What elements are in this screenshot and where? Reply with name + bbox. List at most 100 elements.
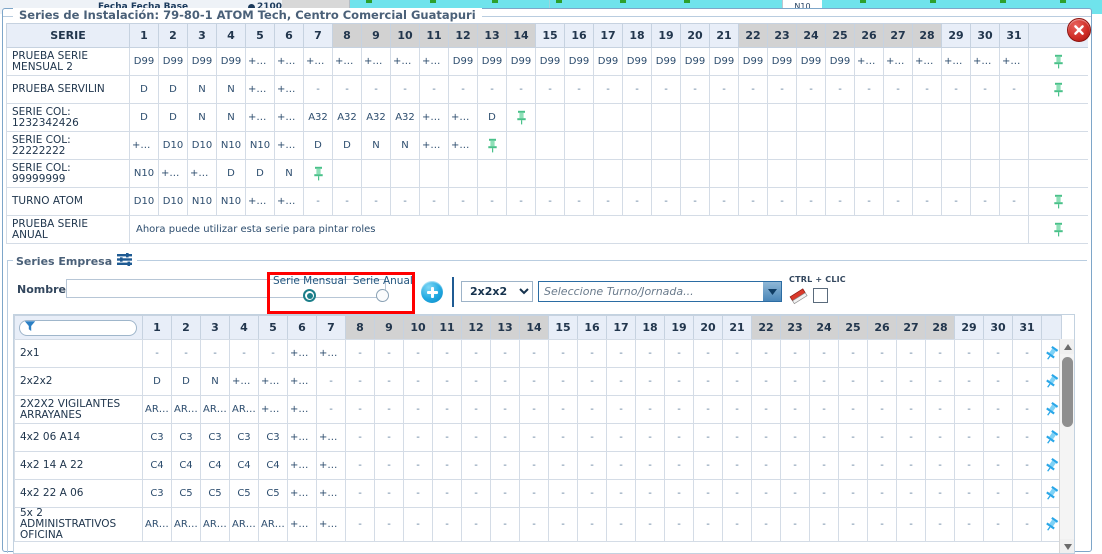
- day-cell[interactable]: C3: [258, 423, 288, 452]
- day-cell[interactable]: -: [477, 75, 507, 104]
- day-cell[interactable]: -: [722, 423, 752, 452]
- column-header-day-24[interactable]: 24: [809, 315, 839, 340]
- column-header-day-11[interactable]: 11: [419, 23, 449, 48]
- column-header-day-14[interactable]: 14: [519, 315, 549, 340]
- column-header-day-30[interactable]: 30: [970, 23, 1000, 48]
- day-cell[interactable]: -: [419, 187, 449, 216]
- day-cell[interactable]: [999, 131, 1029, 160]
- day-cell[interactable]: -: [461, 367, 491, 396]
- column-header-day-16[interactable]: 16: [577, 315, 607, 340]
- day-cell[interactable]: [622, 103, 652, 132]
- row-action-cell[interactable]: [1028, 47, 1088, 76]
- day-cell[interactable]: -: [490, 507, 520, 542]
- day-cell[interactable]: +4x2: [912, 47, 942, 76]
- day-cell[interactable]: D: [158, 75, 188, 104]
- day-cell[interactable]: -: [896, 423, 926, 452]
- day-cell[interactable]: -: [448, 187, 478, 216]
- pin-icon[interactable]: [486, 138, 499, 153]
- day-cell[interactable]: D99: [129, 47, 159, 76]
- day-cell[interactable]: -: [838, 395, 868, 424]
- day-cell[interactable]: ++2x1: [316, 339, 346, 368]
- column-header-day-23[interactable]: 23: [780, 315, 810, 340]
- day-cell[interactable]: AR 02: [200, 395, 230, 424]
- day-cell[interactable]: [970, 131, 1000, 160]
- day-cell[interactable]: -: [519, 367, 549, 396]
- day-cell[interactable]: [883, 159, 913, 188]
- day-cell[interactable]: AR 05: [200, 507, 230, 542]
- day-cell[interactable]: +2x2...: [258, 395, 288, 424]
- day-cell[interactable]: +2x2...: [287, 367, 317, 396]
- turno-jornada-combo[interactable]: Seleccione Turno/Jornada...: [538, 281, 782, 302]
- day-cell[interactable]: -: [838, 423, 868, 452]
- day-cell[interactable]: +4x2: [332, 47, 362, 76]
- day-cell[interactable]: AR 05: [229, 507, 259, 542]
- day-cell[interactable]: D: [245, 159, 275, 188]
- day-cell[interactable]: D: [216, 159, 246, 188]
- day-cell[interactable]: D: [303, 131, 333, 160]
- day-cell[interactable]: -: [432, 367, 462, 396]
- column-header-day-4[interactable]: 4: [216, 23, 246, 48]
- day-cell[interactable]: N10: [216, 131, 246, 160]
- day-cell[interactable]: [883, 131, 913, 160]
- day-cell[interactable]: -: [519, 507, 549, 542]
- column-header-day-9[interactable]: 9: [361, 23, 391, 48]
- day-cell[interactable]: +5x2...: [316, 507, 346, 542]
- day-cell[interactable]: C4: [171, 451, 201, 480]
- plus-circle-icon[interactable]: [421, 281, 443, 303]
- serie-name-cell[interactable]: 4x2 06 A14: [14, 423, 143, 452]
- day-cell[interactable]: -: [461, 451, 491, 480]
- day-cell[interactable]: -: [490, 423, 520, 452]
- day-cell[interactable]: -: [635, 367, 665, 396]
- day-cell[interactable]: -: [854, 187, 884, 216]
- day-cell[interactable]: -: [722, 395, 752, 424]
- series-empresa-grid-wrapper[interactable]: 1 2 3 4 5 6 7 8 9 10 11 12 13 14 15 16 17 18 19 20 21 22 23 24 2…: [13, 314, 1075, 554]
- day-cell[interactable]: [332, 159, 362, 188]
- day-cell[interactable]: -: [374, 367, 404, 396]
- day-cell[interactable]: -: [983, 339, 1013, 368]
- day-cell[interactable]: [535, 103, 565, 132]
- day-cell[interactable]: -: [142, 339, 172, 368]
- day-cell[interactable]: -: [693, 451, 723, 480]
- day-cell[interactable]: D99: [796, 47, 826, 76]
- day-cell[interactable]: -: [809, 395, 839, 424]
- day-cell[interactable]: AR 02: [229, 395, 259, 424]
- pin-icon[interactable]: [1052, 222, 1065, 237]
- day-cell[interactable]: -: [332, 75, 362, 104]
- column-header-day-24[interactable]: 24: [796, 23, 826, 48]
- day-cell[interactable]: -: [780, 507, 810, 542]
- eraser-icon[interactable]: [789, 287, 809, 305]
- column-header-day-15[interactable]: 15: [548, 315, 578, 340]
- day-cell[interactable]: -: [954, 507, 984, 542]
- day-cell[interactable]: -: [577, 423, 607, 452]
- day-cell[interactable]: -: [896, 339, 926, 368]
- day-cell[interactable]: -: [809, 479, 839, 508]
- day-cell[interactable]: +4x2: [941, 47, 971, 76]
- day-cell[interactable]: +4x2: [303, 47, 333, 76]
- day-cell[interactable]: -: [461, 423, 491, 452]
- day-cell[interactable]: -: [374, 423, 404, 452]
- day-cell[interactable]: A32: [390, 103, 420, 132]
- day-cell[interactable]: D: [129, 103, 159, 132]
- column-header-day-17[interactable]: 17: [593, 23, 623, 48]
- day-cell[interactable]: [651, 103, 681, 132]
- day-cell[interactable]: [390, 159, 420, 188]
- day-cell[interactable]: -: [606, 367, 636, 396]
- day-cell[interactable]: -: [780, 451, 810, 480]
- day-cell[interactable]: N: [187, 75, 217, 104]
- column-header-day-7[interactable]: 7: [303, 23, 333, 48]
- day-cell[interactable]: -: [693, 395, 723, 424]
- day-cell[interactable]: -: [925, 507, 955, 542]
- day-cell[interactable]: -: [577, 451, 607, 480]
- day-cell[interactable]: -: [345, 367, 375, 396]
- table-row[interactable]: 4x2 06 A14 C3 C3 C3 C3 C3 +4x2 +4x2- - - - - - - - - - - -…: [14, 423, 1061, 452]
- day-cell[interactable]: -: [751, 395, 781, 424]
- day-cell[interactable]: -: [403, 339, 433, 368]
- day-cell[interactable]: D99: [651, 47, 681, 76]
- day-cell[interactable]: [709, 131, 739, 160]
- day-cell[interactable]: -: [983, 367, 1013, 396]
- day-cell[interactable]: [854, 131, 884, 160]
- day-cell[interactable]: -: [954, 395, 984, 424]
- day-cell[interactable]: -: [345, 395, 375, 424]
- day-cell[interactable]: [622, 131, 652, 160]
